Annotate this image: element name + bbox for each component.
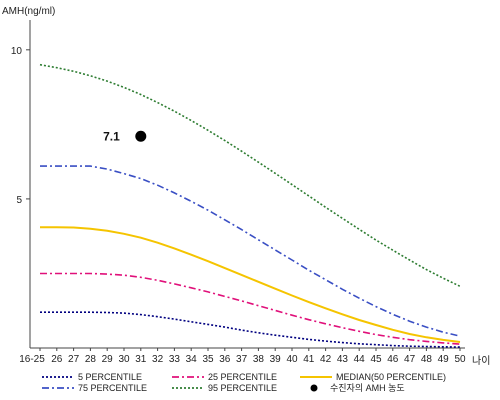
x-tick-label: 33 xyxy=(169,354,181,365)
x-tick-label: 27 xyxy=(68,354,80,365)
series-line-75-percentile xyxy=(40,165,461,337)
x-tick-label: 42 xyxy=(320,354,332,365)
x-tick-label: 34 xyxy=(186,354,198,365)
x-tick-label: 35 xyxy=(202,354,214,365)
x-tick-label: 46 xyxy=(387,354,399,365)
x-tick-label: 30 xyxy=(118,354,130,365)
x-tick-label: 48 xyxy=(421,354,433,365)
x-tick-label: 26 xyxy=(51,354,63,365)
patient-amh-value-label: 7.1 xyxy=(103,129,120,143)
x-tick-label: 28 xyxy=(85,354,97,365)
axes: AMH(ng/ml) 나이 10 5 16-25 26 27 28 29 30 31 32 33 34 35… xyxy=(2,6,490,367)
legend-patient-marker xyxy=(310,384,318,392)
x-tick-label: 47 xyxy=(404,354,416,365)
x-tick-label: 49 xyxy=(438,354,450,365)
legend-patient-label: 수진자의 AMH 농도 xyxy=(330,383,405,393)
x-tick-label: 40 xyxy=(286,354,298,365)
legend-label: 95 PERCENTILE xyxy=(208,383,277,393)
series-line-5-percentile xyxy=(40,311,461,348)
x-tick-label: 29 xyxy=(102,354,114,365)
x-tick-label: 31 xyxy=(135,354,147,365)
series-lines xyxy=(39,63,461,348)
patient-marker-group: 7.1 xyxy=(103,129,147,143)
legend: 5 PERCENTILE 25 PERCENTILE MEDIAN(50 PERCE… xyxy=(42,372,446,393)
legend-label: MEDIAN(50 PERCENTILE) xyxy=(336,372,446,382)
x-tick-label: 37 xyxy=(236,354,248,365)
patient-amh-point xyxy=(135,130,147,142)
x-tick-label: 39 xyxy=(270,354,282,365)
x-tick-label: 32 xyxy=(152,354,164,365)
x-tick-label: 38 xyxy=(253,354,265,365)
x-tick-label: 43 xyxy=(337,354,349,365)
y-axis-title: AMH(ng/ml) xyxy=(2,6,55,17)
y-tick-label: 5 xyxy=(16,195,22,206)
legend-label: 25 PERCENTILE xyxy=(208,372,277,382)
legend-label: 5 PERCENTILE xyxy=(78,372,142,382)
y-tick-label: 10 xyxy=(11,46,23,57)
x-tick-label: 41 xyxy=(303,354,315,365)
x-tick-label: 16-25 xyxy=(19,354,45,365)
x-tick-label: 45 xyxy=(370,354,382,365)
x-tick-label: 36 xyxy=(219,354,231,365)
legend-label: 75 PERCENTILE xyxy=(78,383,147,393)
x-tick-label: 44 xyxy=(354,354,366,365)
series-line-median-50-percentile xyxy=(40,226,461,343)
series-line-25-percentile xyxy=(40,272,461,345)
x-tick-label: 50 xyxy=(454,354,466,365)
series-line-95-percentile xyxy=(39,63,461,288)
x-axis-title: 나이 xyxy=(472,355,490,367)
